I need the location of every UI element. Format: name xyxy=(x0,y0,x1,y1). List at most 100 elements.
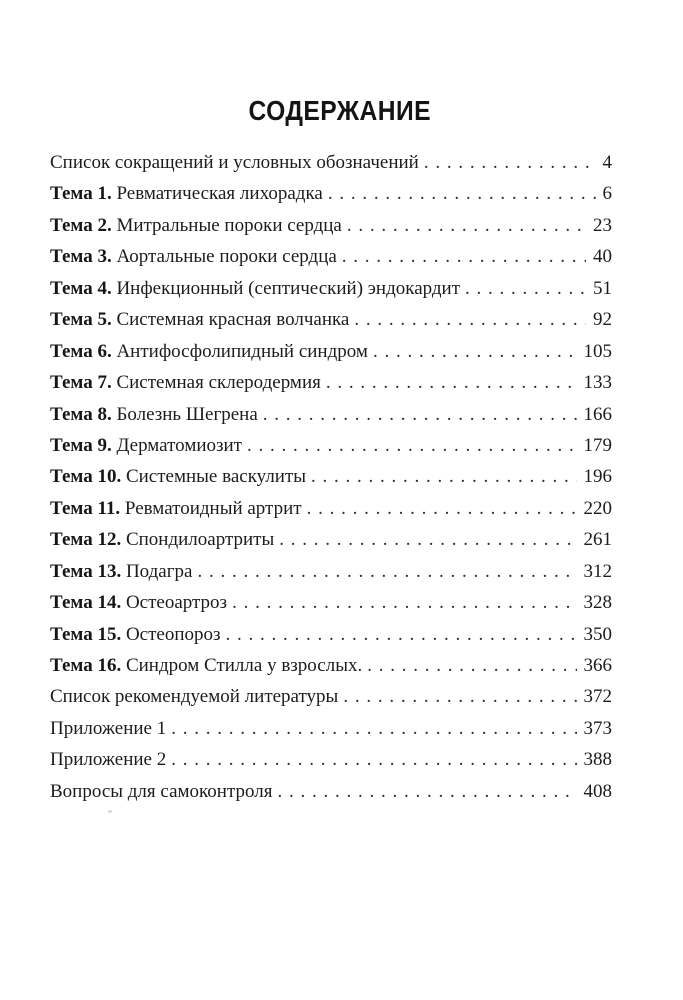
dot-leader: . . . . . . . . . . . . . . . . . . . . … xyxy=(465,277,586,299)
toc-entry-title: Антифосфолипидный синдром xyxy=(116,340,368,362)
toc-entry-prefix: Тема 13. xyxy=(50,560,126,582)
toc-entry-label: Вопросы для самоконтроля xyxy=(50,776,272,807)
toc-entry-label: Тема 12. Спондилоартриты xyxy=(50,524,274,555)
dot-leader: . . . . . . . . . . . . . . . . . . . . … xyxy=(367,655,576,676)
toc-entry-prefix: Тема 7. xyxy=(50,372,117,394)
toc-entry-label: Приложение 1 xyxy=(50,713,166,744)
toc-entry-title: Дерматомиозит xyxy=(116,434,242,456)
dot-leader: . . . . . . . . . . . . . . . . . . . . … xyxy=(343,686,576,708)
toc-entry-prefix: Тема 16. xyxy=(50,655,126,676)
dot-leader: . . . . . . . . . . . . . . . . . . . . … xyxy=(171,717,576,739)
toc-entry-page: 261 xyxy=(583,529,613,551)
toc-entry-page: 408 xyxy=(583,780,613,802)
toc-entry-page: 373 xyxy=(583,717,613,739)
toc-entry: Тема 16. Синдром Стилла у взрослых.. . .… xyxy=(50,650,612,681)
toc-entry-page: 312 xyxy=(583,560,613,582)
toc-entry: Тема 15. Остеопороз. . . . . . . . . . .… xyxy=(50,619,612,650)
toc-entry: Тема 12. Спондилоартриты. . . . . . . . … xyxy=(50,524,612,555)
toc-entry-label: Приложение 2 xyxy=(50,744,166,775)
toc-entry-prefix: Тема 11. xyxy=(50,497,125,519)
page-title-container: СОДЕРЖАНИЕ xyxy=(50,0,612,126)
toc-entry: Приложение 1. . . . . . . . . . . . . . … xyxy=(50,713,612,744)
toc-entry-title: Подагра xyxy=(125,560,193,582)
toc-entry-page: 4 xyxy=(602,152,613,173)
toc-entry-title: Болезнь Шегрена xyxy=(116,403,258,425)
toc-entry: Список рекомендуемой литературы. . . . .… xyxy=(50,681,612,712)
scan-artifact-dot xyxy=(108,810,112,813)
toc-entry-page: 51 xyxy=(593,277,612,299)
toc-entry-title: Системные васкулиты xyxy=(125,466,307,488)
dot-leader: . . . . . . . . . . . . . . . . . . . . … xyxy=(346,214,586,236)
toc-entry-title: Список рекомендуемой литературы xyxy=(50,686,339,708)
toc-entry-label: Тема 16. Синдром Стилла у взрослых. xyxy=(50,650,362,681)
toc-entry-prefix: Тема 4. xyxy=(50,277,117,299)
toc-entry-page: 23 xyxy=(593,214,612,236)
toc-entry-title: Системная красная волчанка xyxy=(116,309,350,331)
toc-entry-label: Тема 2. Митральные пороки сердца xyxy=(50,210,342,241)
toc-entry-title: Остеоартроз xyxy=(125,592,228,614)
toc-entry: Тема 6. Антифосфолипидный синдром. . . .… xyxy=(50,336,612,367)
toc-entry-title: Приложение 2 xyxy=(50,749,167,771)
toc-entry-label: Тема 5. Системная красная волчанка xyxy=(50,304,349,335)
toc-entry-page: 220 xyxy=(583,497,613,519)
toc-entry: Тема 10. Системные васкулиты. . . . . . … xyxy=(50,461,612,492)
toc-entry-title: Вопросы для самоконтроля xyxy=(50,780,273,802)
toc-entry: Тема 14. Остеоартроз. . . . . . . . . . … xyxy=(50,587,612,618)
toc-entry-page: 166 xyxy=(583,403,613,425)
dot-leader: . . . . . . . . . . . . . . . . . . . . … xyxy=(372,340,577,362)
toc-entry-title: Системная склеродермия xyxy=(116,372,321,394)
dot-leader: . . . . . . . . . . . . . . . . . . . . … xyxy=(225,623,577,645)
toc-entry: Тема 8. Болезнь Шегрена. . . . . . . . .… xyxy=(50,399,612,430)
toc-entry-label: Тема 6. Антифосфолипидный синдром xyxy=(50,336,368,367)
toc-entry-prefix: Тема 2. xyxy=(50,214,117,236)
toc-entry-prefix: Тема 15. xyxy=(50,623,126,645)
toc-entry-prefix: Тема 6. xyxy=(50,340,117,362)
toc-entry-label: Тема 4. Инфекционный (септический) эндок… xyxy=(50,273,460,304)
toc-entry-prefix: Тема 9. xyxy=(50,434,117,456)
toc-entry-prefix: Тема 12. xyxy=(50,529,126,551)
toc-entry: Тема 11. Ревматоидный артрит. . . . . . … xyxy=(50,493,612,524)
dot-leader: . . . . . . . . . . . . . . . . . . . . … xyxy=(311,466,576,488)
dot-leader: . . . . . . . . . . . . . . . . . . . . … xyxy=(171,749,576,771)
toc-entry: Тема 1. Ревматическая лихорадка. . . . .… xyxy=(50,178,612,209)
dot-leader: . . . . . . . . . . . . . . . . . . . . … xyxy=(327,183,596,205)
dot-leader: . . . . . . . . . . . . . . . . . . . . … xyxy=(247,434,577,456)
dot-leader: . . . . . . . . . . . . . . . . . . . . … xyxy=(277,780,576,802)
dot-leader: . . . . . . . . . . . . . . . . . . . . … xyxy=(262,403,577,425)
dot-leader: . . . . . . . . . . . . . . . . . . . . … xyxy=(354,309,586,331)
toc-entry-page: 388 xyxy=(583,749,613,771)
toc-entry-label: Тема 8. Болезнь Шегрена xyxy=(50,399,258,430)
toc-entry-page: 366 xyxy=(583,655,613,676)
toc-entry-prefix: Тема 8. xyxy=(50,403,117,425)
toc-entry-prefix: Тема 10. xyxy=(50,466,126,488)
toc-entry: Приложение 2. . . . . . . . . . . . . . … xyxy=(50,744,612,775)
dot-leader: . . . . . . . . . . . . . . . . . . . . … xyxy=(423,152,596,173)
toc-entry-prefix: Тема 14. xyxy=(50,592,126,614)
toc-entry-title: Аортальные пороки сердца xyxy=(116,246,337,268)
toc-entry: Тема 5. Системная красная волчанка. . . … xyxy=(50,304,612,335)
toc-entry-label: Тема 14. Остеоартроз xyxy=(50,587,227,618)
toc-list: Список сокращений и условных обозначений… xyxy=(50,147,612,807)
toc-entry-page: 372 xyxy=(583,686,613,708)
toc-entry-page: 350 xyxy=(583,623,613,645)
toc-entry-label: Тема 15. Остеопороз xyxy=(50,619,221,650)
toc-entry: Список сокращений и условных обозначений… xyxy=(50,147,612,178)
toc-entry-title: Остеопороз xyxy=(125,623,221,645)
toc-entry-page: 105 xyxy=(583,340,613,362)
toc-entry-label: Тема 10. Системные васкулиты xyxy=(50,461,306,492)
dot-leader: . . . . . . . . . . . . . . . . . . . . … xyxy=(232,592,576,614)
toc-entry-label: Тема 1. Ревматическая лихорадка xyxy=(50,178,323,209)
toc-entry-title: Список сокращений и условных обозначений xyxy=(50,152,419,173)
dot-leader: . . . . . . . . . . . . . . . . . . . . … xyxy=(306,497,577,519)
toc-entry-label: Список рекомендуемой литературы xyxy=(50,681,338,712)
dot-leader: . . . . . . . . . . . . . . . . . . . . … xyxy=(279,529,576,551)
toc-entry-label: Тема 13. Подагра xyxy=(50,556,192,587)
toc-entry: Тема 13. Подагра. . . . . . . . . . . . … xyxy=(50,556,612,587)
toc-entry-page: 40 xyxy=(593,246,612,268)
toc-entry-title: Ревматическая лихорадка xyxy=(116,183,323,205)
dot-leader: . . . . . . . . . . . . . . . . . . . . … xyxy=(341,246,586,268)
toc-entry-label: Тема 7. Системная склеродермия xyxy=(50,367,321,398)
toc-entry-prefix: Тема 1. xyxy=(50,183,117,205)
page-title: СОДЕРЖАНИЕ xyxy=(248,95,432,126)
